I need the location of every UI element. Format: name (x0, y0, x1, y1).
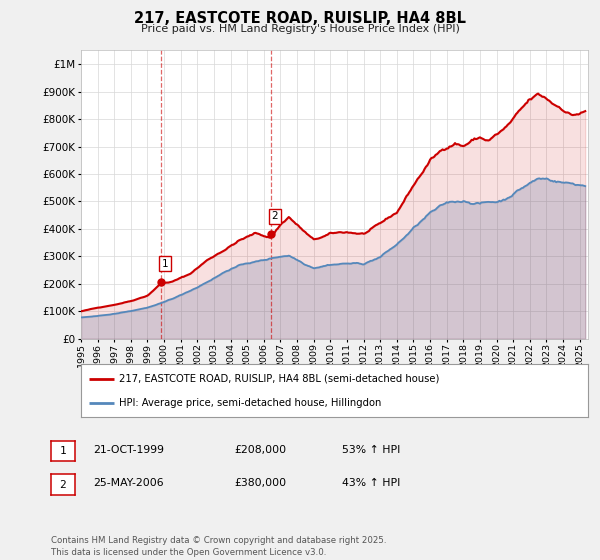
Text: 2: 2 (271, 211, 278, 221)
Text: 53% ↑ HPI: 53% ↑ HPI (342, 445, 400, 455)
Text: 1: 1 (59, 446, 67, 456)
Text: 21-OCT-1999: 21-OCT-1999 (93, 445, 164, 455)
Text: Price paid vs. HM Land Registry's House Price Index (HPI): Price paid vs. HM Land Registry's House … (140, 24, 460, 34)
Text: £380,000: £380,000 (234, 478, 286, 488)
Text: 2: 2 (59, 480, 67, 489)
Text: Contains HM Land Registry data © Crown copyright and database right 2025.
This d: Contains HM Land Registry data © Crown c… (51, 536, 386, 557)
Text: 217, EASTCOTE ROAD, RUISLIP, HA4 8BL: 217, EASTCOTE ROAD, RUISLIP, HA4 8BL (134, 11, 466, 26)
Text: 217, EASTCOTE ROAD, RUISLIP, HA4 8BL (semi-detached house): 217, EASTCOTE ROAD, RUISLIP, HA4 8BL (se… (119, 374, 439, 384)
Text: 25-MAY-2006: 25-MAY-2006 (93, 478, 164, 488)
Text: HPI: Average price, semi-detached house, Hillingdon: HPI: Average price, semi-detached house,… (119, 398, 382, 408)
Text: 43% ↑ HPI: 43% ↑ HPI (342, 478, 400, 488)
Text: £208,000: £208,000 (234, 445, 286, 455)
Text: 1: 1 (161, 259, 168, 269)
